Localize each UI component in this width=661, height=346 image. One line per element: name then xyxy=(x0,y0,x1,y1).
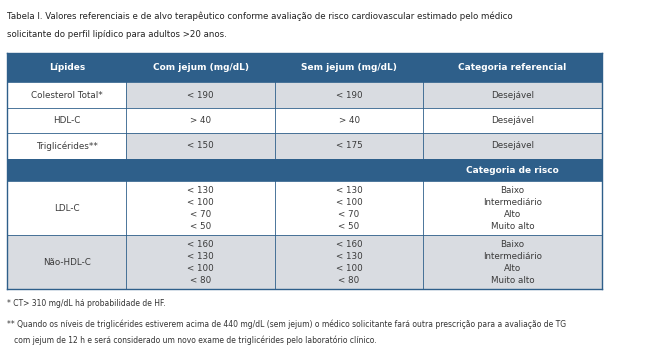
Text: Baixo: Baixo xyxy=(500,186,525,195)
Text: < 190: < 190 xyxy=(187,91,214,100)
Bar xyxy=(275,159,423,181)
Text: solicitante do perfil lipídico para adultos >20 anos.: solicitante do perfil lipídico para adul… xyxy=(7,29,227,38)
Text: < 130: < 130 xyxy=(336,186,362,195)
Text: Categoria de risco: Categoria de risco xyxy=(466,165,559,174)
Text: < 70: < 70 xyxy=(190,210,211,219)
Text: com jejum de 12 h e será considerado um novo exame de triglicérides pelo laborat: com jejum de 12 h e será considerado um … xyxy=(7,336,377,345)
Text: < 150: < 150 xyxy=(187,142,214,151)
Bar xyxy=(423,133,602,159)
Text: < 50: < 50 xyxy=(190,222,211,231)
Bar xyxy=(423,82,602,108)
Text: Intermediário: Intermediário xyxy=(483,198,542,207)
Text: < 100: < 100 xyxy=(336,198,362,207)
Text: < 80: < 80 xyxy=(190,276,211,285)
Text: Tabela I. Valores referenciais e de alvo terapêutico conforme avaliação de risco: Tabela I. Valores referenciais e de alvo… xyxy=(7,11,513,21)
Text: Desejável: Desejável xyxy=(491,91,534,100)
Text: < 50: < 50 xyxy=(338,222,360,231)
Bar xyxy=(126,181,275,235)
Bar xyxy=(7,133,126,159)
Text: Intermediário: Intermediário xyxy=(483,252,542,261)
Text: ** Quando os níveis de triglicérides estiverem acima de 440 mg/dL (sem jejum) o : ** Quando os níveis de triglicérides est… xyxy=(7,319,566,329)
Bar xyxy=(423,159,602,181)
Text: < 130: < 130 xyxy=(187,186,214,195)
Text: < 100: < 100 xyxy=(187,198,214,207)
Text: > 40: > 40 xyxy=(338,116,360,125)
Bar xyxy=(275,108,423,133)
Bar xyxy=(423,181,602,235)
Bar xyxy=(423,235,602,289)
Bar xyxy=(126,53,275,82)
Text: < 100: < 100 xyxy=(336,264,362,273)
Text: * CT> 310 mg/dL há probabilidade de HF.: * CT> 310 mg/dL há probabilidade de HF. xyxy=(7,299,166,308)
Bar xyxy=(7,82,126,108)
Text: > 40: > 40 xyxy=(190,116,211,125)
Bar xyxy=(275,82,423,108)
Bar xyxy=(275,235,423,289)
Text: < 130: < 130 xyxy=(336,252,362,261)
Bar xyxy=(7,108,126,133)
Text: Alto: Alto xyxy=(504,210,521,219)
Text: Alto: Alto xyxy=(504,264,521,273)
Text: < 80: < 80 xyxy=(338,276,360,285)
Text: < 160: < 160 xyxy=(187,240,214,249)
Bar xyxy=(7,53,126,82)
Bar xyxy=(7,235,126,289)
Text: Baixo: Baixo xyxy=(500,240,525,249)
Text: Muito alto: Muito alto xyxy=(490,222,534,231)
Bar xyxy=(126,159,275,181)
Text: Desejável: Desejável xyxy=(491,142,534,151)
Text: Lípides: Lípides xyxy=(49,63,85,72)
Text: < 70: < 70 xyxy=(338,210,360,219)
Bar xyxy=(126,82,275,108)
Bar xyxy=(126,108,275,133)
Bar xyxy=(126,235,275,289)
Text: < 160: < 160 xyxy=(336,240,362,249)
Bar xyxy=(275,133,423,159)
Bar xyxy=(7,159,126,181)
Text: HDL-C: HDL-C xyxy=(53,116,81,125)
Text: Muito alto: Muito alto xyxy=(490,276,534,285)
Text: < 130: < 130 xyxy=(187,252,214,261)
Bar xyxy=(275,53,423,82)
Text: Categoria referencial: Categoria referencial xyxy=(458,63,566,72)
Bar xyxy=(423,53,602,82)
Text: Não-HDL-C: Não-HDL-C xyxy=(43,258,91,267)
Text: LDL-C: LDL-C xyxy=(54,204,80,213)
Text: < 100: < 100 xyxy=(187,264,214,273)
Text: < 175: < 175 xyxy=(336,142,362,151)
Text: Com jejum (mg/dL): Com jejum (mg/dL) xyxy=(153,63,249,72)
Text: Desejável: Desejável xyxy=(491,116,534,125)
Bar xyxy=(126,133,275,159)
Text: Triglicérides**: Triglicérides** xyxy=(36,141,98,151)
Bar xyxy=(7,181,126,235)
Text: Sem jejum (mg/dL): Sem jejum (mg/dL) xyxy=(301,63,397,72)
Text: Colesterol Total*: Colesterol Total* xyxy=(31,91,102,100)
Text: < 190: < 190 xyxy=(336,91,362,100)
Bar xyxy=(275,181,423,235)
Bar xyxy=(423,108,602,133)
